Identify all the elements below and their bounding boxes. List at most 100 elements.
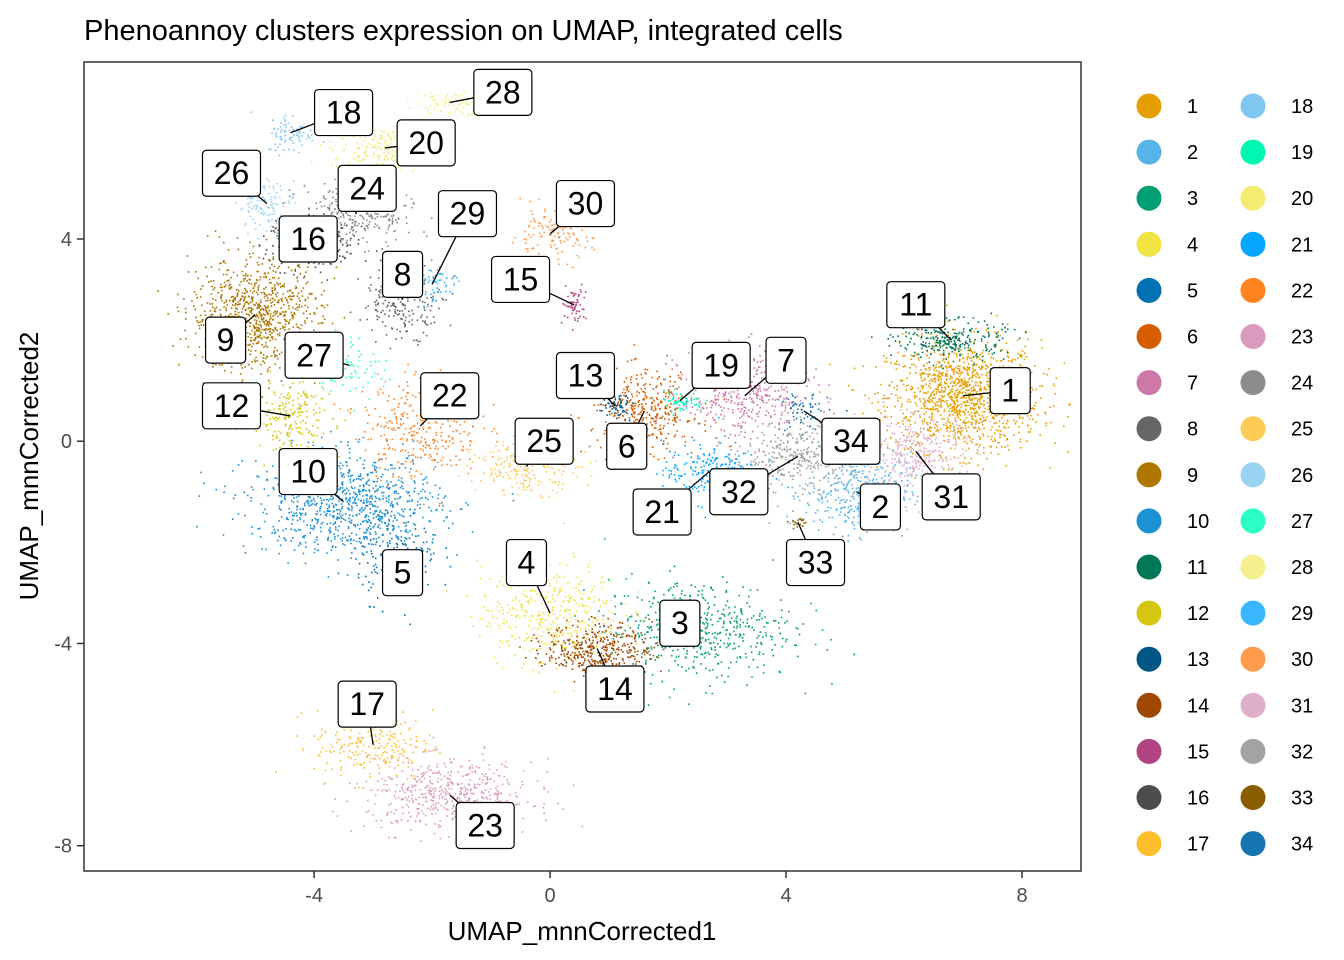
cluster-22-label-box [420, 372, 480, 420]
legend-key-34 [1240, 831, 1266, 857]
cluster-26-label: 26 [214, 155, 250, 191]
legend-label-19: 19 [1291, 142, 1313, 164]
cluster-3-label-box [659, 599, 701, 647]
legend-key-32 [1240, 738, 1266, 764]
cluster-10-points [196, 418, 515, 578]
legend-label-21: 21 [1291, 234, 1313, 256]
legend-key-24 [1240, 370, 1266, 396]
cluster-15-label: 15 [503, 261, 539, 297]
cluster-27-label: 27 [296, 337, 332, 373]
cluster-10-label: 10 [290, 454, 326, 490]
cluster-17-label-box [337, 680, 397, 728]
legend-label-16: 16 [1187, 788, 1209, 810]
cluster-20-label-box [396, 119, 456, 167]
legend-label-33: 33 [1291, 788, 1313, 810]
legend-label-23: 23 [1291, 327, 1313, 349]
legend-key-4 [1136, 231, 1162, 257]
legend-label-6: 6 [1187, 327, 1198, 349]
legend-label-30: 30 [1291, 649, 1313, 671]
legend-label-7: 7 [1187, 373, 1198, 395]
cluster-18-label: 18 [326, 95, 362, 131]
legend-label-34: 34 [1291, 834, 1313, 856]
cluster-29-label: 29 [450, 196, 486, 232]
cluster-8-points [349, 260, 456, 350]
legend-key-19 [1240, 139, 1266, 165]
cluster-31-label: 31 [933, 479, 969, 515]
legend-label-12: 12 [1187, 603, 1209, 625]
cluster-3-points [537, 538, 855, 706]
cluster-7-label: 7 [777, 342, 795, 378]
legend-key-20 [1240, 185, 1266, 211]
legend-key-7 [1136, 370, 1162, 396]
x-tick-label: 4 [780, 885, 791, 907]
cluster-29-label-box [437, 190, 498, 238]
cluster-31-label-box [921, 473, 981, 521]
cluster-5-label: 5 [394, 555, 412, 591]
cluster-15-label-box [490, 255, 551, 304]
cluster-28-points [407, 90, 494, 118]
y-tick-label: -8 [54, 836, 72, 858]
cluster-24-label: 24 [349, 170, 385, 206]
cluster-5-label-box [381, 549, 424, 597]
cluster-27-label-box [284, 331, 344, 379]
cluster-2-label-box [859, 483, 902, 531]
cluster-28-label-box [473, 68, 533, 116]
cluster-3-label: 3 [671, 605, 689, 641]
legend-label-31: 31 [1291, 695, 1313, 717]
cluster-34-points [778, 393, 848, 436]
cluster-23-label: 23 [467, 807, 503, 843]
legend-label-25: 25 [1291, 419, 1313, 441]
legend-label-4: 4 [1187, 234, 1198, 256]
legend-key-21 [1240, 231, 1266, 257]
cluster-16-label-box [278, 215, 338, 263]
cluster-1-label: 1 [1001, 373, 1019, 409]
cluster-21-label-box [632, 488, 692, 536]
legend: 1234567891011121314151617181920212223242… [1136, 93, 1313, 857]
y-tick-label: 0 [61, 431, 72, 453]
cluster-12-label: 12 [214, 388, 250, 424]
legend-label-1: 1 [1187, 96, 1198, 118]
cluster-13-label: 13 [568, 357, 604, 393]
legend-key-15 [1136, 738, 1162, 764]
cluster-6-label: 6 [618, 428, 636, 464]
x-tick-label: -4 [305, 885, 323, 907]
cluster-12-label-box [201, 382, 262, 430]
cluster-34-label: 34 [833, 423, 869, 459]
legend-key-13 [1136, 646, 1162, 672]
cluster-14-label-box [585, 665, 645, 713]
legend-key-27 [1240, 508, 1266, 534]
legend-key-18 [1240, 93, 1266, 119]
cluster-11-label: 11 [899, 287, 932, 323]
cluster-9-label: 9 [217, 322, 235, 358]
cluster-19-label-box [691, 341, 751, 389]
legend-key-6 [1136, 324, 1162, 349]
x-axis-title: UMAP_mnnCorrected1 [448, 916, 717, 946]
cluster-8-label-box [381, 250, 424, 298]
cluster-18-label-box [313, 88, 374, 137]
legend-label-10: 10 [1187, 511, 1209, 533]
legend-key-14 [1136, 692, 1162, 718]
chart-title: Phenoannoy clusters expression on UMAP, … [84, 15, 843, 47]
legend-label-8: 8 [1187, 419, 1198, 441]
cluster-4-label: 4 [518, 545, 536, 581]
cluster-1-points [818, 304, 1071, 510]
cluster-33-label: 33 [798, 545, 834, 581]
y-axis-title: UMAP_mnnCorrected2 [14, 332, 44, 601]
legend-key-5 [1136, 277, 1162, 303]
cluster-19-points [652, 388, 708, 416]
legend-label-20: 20 [1291, 188, 1313, 210]
legend-key-8 [1136, 416, 1162, 442]
cluster-10-label-box [278, 447, 338, 496]
legend-key-3 [1136, 185, 1162, 211]
legend-label-32: 32 [1291, 741, 1313, 763]
legend-key-16 [1136, 785, 1162, 810]
legend-key-33 [1240, 785, 1266, 810]
cluster-1-label-box [989, 367, 1031, 415]
cluster-labels: 1234567891011121314151617181920212223242… [201, 68, 1031, 850]
x-tick-label: 0 [544, 885, 555, 907]
cluster-22-label: 22 [432, 378, 468, 414]
legend-label-22: 22 [1291, 280, 1313, 302]
legend-key-30 [1240, 646, 1266, 672]
cluster-34-label-box [821, 417, 881, 465]
cluster-7-label-box [765, 336, 807, 384]
